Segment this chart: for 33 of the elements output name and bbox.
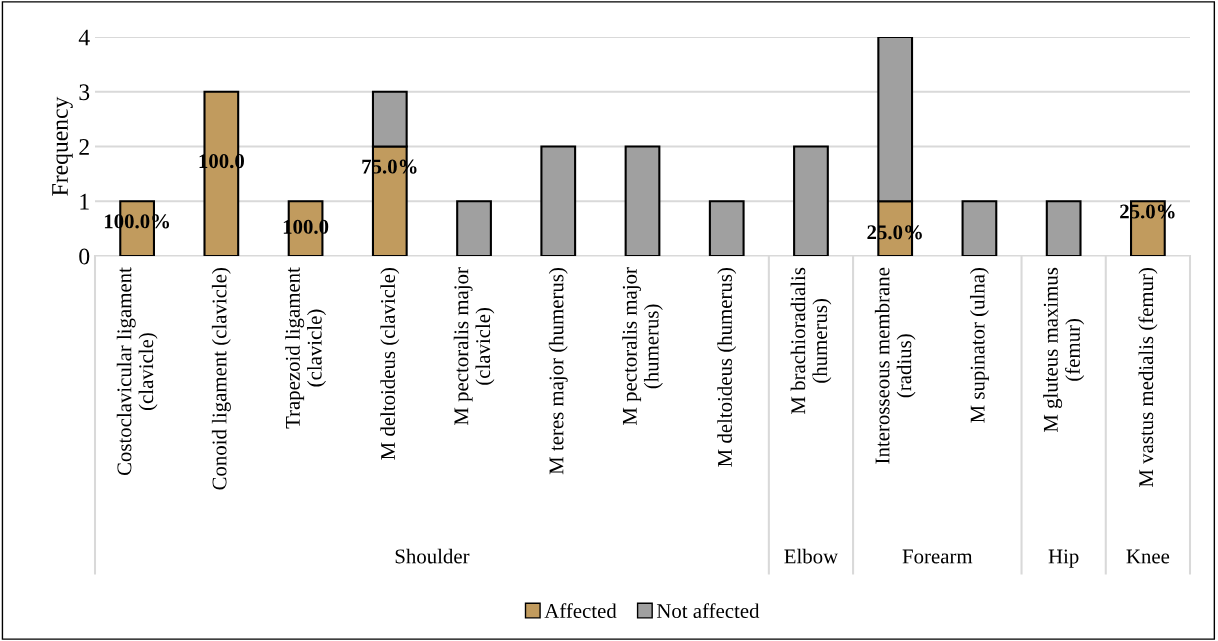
legend-label: Not affected [656, 603, 760, 619]
bar [1045, 200, 1082, 256]
x-tick-label: M deltoideus (humerus) [717, 268, 737, 467]
x-tick-label: M teres major (humerus) [548, 268, 568, 475]
text: Knee [1126, 549, 1170, 564]
x-tick-label: M pectoralis major (clavicle) [453, 267, 495, 426]
y-axis-title: Frequency [52, 96, 73, 196]
y-tick-label: 2 [79, 139, 89, 155]
x-tick-label: M deltoideus (clavicle) [380, 268, 400, 460]
bar [540, 145, 577, 256]
x-tick-label: M supinator (ulna) [969, 268, 989, 423]
x-tick-label: M vastus medialis (femur) [1138, 268, 1158, 487]
x-tick-label: M pectoralis major (humerus) [622, 267, 663, 426]
bar [456, 200, 492, 256]
bar [793, 145, 829, 256]
x-tick-label: Conoid ligament (clavicle) [211, 268, 231, 490]
legend-label: Affected [544, 603, 617, 619]
text: Hip [1048, 549, 1079, 568]
text: Shoulder [395, 548, 470, 564]
bar [961, 200, 998, 256]
x-tick-label: Interosseous membrane (radius) [874, 267, 916, 464]
x-tick-label: Trapezoid ligament (clavicle) [285, 267, 326, 429]
x-tick-label: Costoclavicular ligament (clavicle) [116, 267, 158, 476]
text: Elbow [784, 548, 839, 564]
y-tick-label: 0 [79, 248, 90, 265]
y-tick-label: 1 [80, 193, 89, 210]
y-tick-label: 4 [78, 29, 90, 46]
bar [708, 200, 745, 256]
x-tick-label: M brachioradialis (humerus) [790, 267, 832, 415]
text: Forearm [902, 549, 973, 564]
bar [624, 145, 661, 256]
x-tick-label: M gluteus maximus (femur) [1043, 267, 1085, 433]
y-tick-label: 3 [79, 84, 90, 101]
